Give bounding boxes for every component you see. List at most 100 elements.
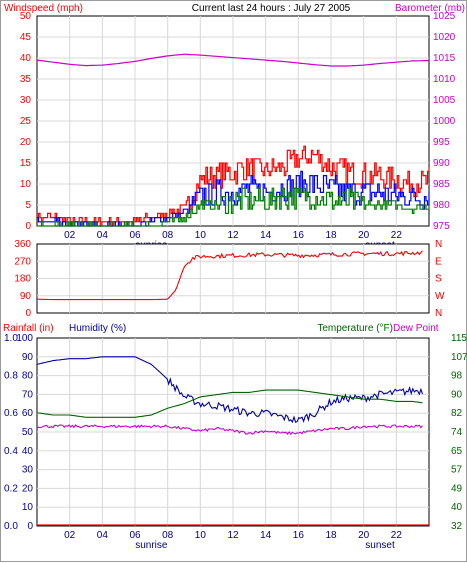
- baro-y-tick-label: 975: [433, 221, 450, 232]
- wind-y-tick-label: 35: [20, 74, 32, 85]
- temperature-y-tick-label: 65: [451, 446, 463, 457]
- dewpoint-axis-title: Dew Point: [393, 323, 439, 334]
- dewpoint-line: [36, 424, 423, 436]
- compass-tick-label: N: [435, 239, 442, 250]
- humidity-y-tick-label: 100: [16, 333, 33, 344]
- baro-y-tick-label: 1010: [433, 74, 456, 85]
- wind-x-tick-label: 18: [325, 230, 337, 241]
- baro-y-tick-label: 1015: [433, 53, 456, 64]
- humidity-y-tick-label: 50: [22, 427, 34, 438]
- humidity-x-tick-label: 12: [227, 530, 239, 541]
- direction-y-tick-label: 360: [14, 239, 31, 250]
- x-marker-label: sunset: [365, 540, 395, 551]
- windspeed-axis-title: Windspeed (mph): [4, 3, 83, 14]
- temperature-y-tick-label: 98: [451, 371, 463, 382]
- wind-y-tick-label: 0: [25, 221, 31, 232]
- wind-x-tick-label: 02: [64, 230, 76, 241]
- baro-y-tick-label: 995: [433, 137, 450, 148]
- wind-y-tick-label: 50: [20, 11, 32, 22]
- rainfall-y-tick-label: 1.0: [4, 333, 18, 344]
- rainfall-axis-title: Rainfall (in): [3, 323, 54, 334]
- direction-y-tick-label: 90: [20, 291, 32, 302]
- humidity-y-tick-label: 30: [22, 465, 34, 476]
- humidity-x-tick-label: 16: [293, 530, 305, 541]
- wind-y-tick-label: 30: [20, 95, 32, 106]
- wind-x-tick-label: 16: [293, 230, 305, 241]
- baro-y-tick-label: 1025: [433, 11, 456, 22]
- humidity-x-tick-label: 04: [97, 530, 109, 541]
- wind-x-tick-label: 12: [227, 230, 239, 241]
- wind-x-tick-label: 06: [129, 230, 141, 241]
- humidity-y-tick-label: 90: [22, 352, 34, 363]
- temperature-y-tick-label: 57: [451, 465, 463, 476]
- wind-y-tick-label: 15: [20, 158, 32, 169]
- temperature-y-tick-label: 74: [451, 427, 463, 438]
- wind-y-tick-label: 45: [20, 32, 32, 43]
- humidity-x-tick-label: 14: [260, 530, 272, 541]
- barometer-line: [36, 53, 430, 67]
- temperature-line: [36, 389, 423, 418]
- humidity-line: [36, 356, 424, 424]
- humidity-y-tick-label: 10: [22, 502, 34, 513]
- wind-y-tick-label: 40: [20, 53, 32, 64]
- rainfall-y-tick-label: 0.4: [4, 446, 18, 457]
- rainfall-y-tick-label: 0.6: [4, 408, 18, 419]
- temperature-y-tick-label: 107: [451, 352, 467, 363]
- wind-x-tick-label: 04: [97, 230, 109, 241]
- rainfall-y-tick-label: 0.2: [4, 483, 18, 494]
- baro-y-tick-label: 1005: [433, 95, 456, 106]
- compass-tick-label: W: [435, 291, 445, 302]
- baro-y-tick-label: 980: [433, 200, 450, 211]
- humidity-x-tick-label: 18: [325, 530, 337, 541]
- humidity-y-tick-label: 20: [22, 483, 34, 494]
- humidity-x-tick-label: 02: [64, 530, 76, 541]
- chart-title: Current last 24 hours : July 27 2005: [192, 3, 351, 14]
- wind-x-tick-label: 20: [358, 230, 370, 241]
- humidity-axis-title: Humidity (%): [69, 323, 126, 334]
- wind-series-line: [37, 187, 430, 227]
- barometer-axis-title: Barometer (mb): [395, 3, 465, 14]
- wind-y-tick-label: 5: [25, 200, 31, 211]
- humidity-y-tick-label: 70: [22, 389, 34, 400]
- rainfall-y-tick-label: 0.0: [4, 521, 18, 532]
- wind-y-tick-label: 20: [20, 137, 32, 148]
- temperature-y-tick-label: 40: [451, 502, 463, 513]
- temperature-y-tick-label: 32: [451, 521, 463, 532]
- wind-y-tick-label: 10: [20, 179, 32, 190]
- x-marker-label: sunrise: [135, 540, 168, 551]
- temperature-y-tick-label: 82: [451, 408, 463, 419]
- temperature-y-tick-label: 90: [451, 389, 463, 400]
- baro-y-tick-label: 985: [433, 179, 450, 190]
- humidity-x-tick-label: 08: [162, 530, 174, 541]
- humidity-x-tick-label: 10: [195, 530, 207, 541]
- wind-x-tick-label: 14: [260, 230, 272, 241]
- baro-y-tick-label: 1020: [433, 32, 456, 43]
- humidity-x-tick-label: 20: [358, 530, 370, 541]
- wind-series-line: [37, 170, 430, 227]
- humidity-y-tick-label: 60: [22, 408, 34, 419]
- humidity-x-tick-label: 06: [129, 530, 141, 541]
- humidity-y-tick-label: 0: [27, 521, 33, 532]
- humidity-x-tick-label: 22: [391, 530, 403, 541]
- baro-y-tick-label: 1000: [433, 116, 456, 127]
- direction-y-tick-label: 0: [25, 308, 31, 319]
- wind-x-tick-label: 10: [195, 230, 207, 241]
- wind-x-tick-label: 08: [162, 230, 174, 241]
- rainfall-y-tick-label: 0.8: [4, 371, 18, 382]
- humidity-y-tick-label: 80: [22, 371, 34, 382]
- compass-tick-label: N: [435, 308, 442, 319]
- compass-tick-label: S: [435, 274, 442, 285]
- direction-line: [37, 250, 423, 301]
- humidity-y-tick-label: 40: [22, 446, 34, 457]
- temperature-axis-title: Temperature (°F): [317, 323, 393, 334]
- wind-x-tick-label: 22: [391, 230, 403, 241]
- direction-y-tick-label: 270: [14, 256, 31, 267]
- direction-y-tick-label: 180: [14, 274, 31, 285]
- temperature-y-tick-label: 49: [451, 483, 463, 494]
- temperature-y-tick-label: 115: [451, 333, 467, 344]
- baro-y-tick-label: 990: [433, 158, 450, 169]
- compass-tick-label: E: [435, 256, 442, 267]
- wind-y-tick-label: 25: [20, 116, 32, 127]
